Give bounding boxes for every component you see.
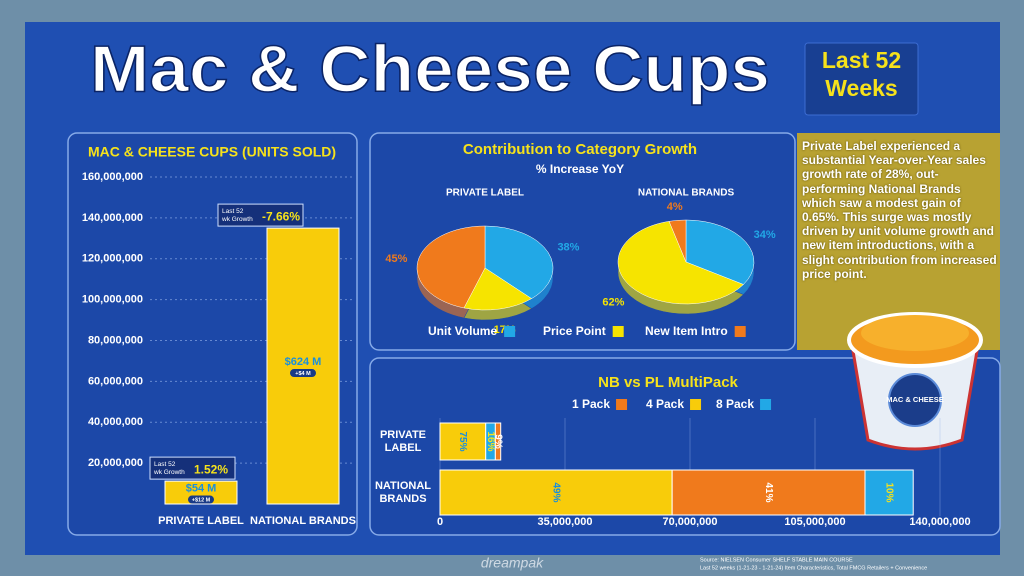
pie-value-label: 38%	[557, 241, 579, 253]
y-tick-label: 100,000,000	[82, 294, 143, 306]
growth-callout	[217, 203, 304, 227]
growth-callout	[149, 456, 236, 480]
pie-name: PRIVATE LABEL	[446, 188, 524, 199]
product-cup: MAC & CHEESE	[847, 312, 983, 451]
legend-label: 8 Pack	[716, 397, 754, 411]
summary: Private Label experienced a substantial …	[802, 139, 997, 281]
chart-subtitle: % Increase YoY	[536, 162, 624, 176]
chart-title: Contribution to Category Growth	[463, 141, 697, 158]
pie-slice	[484, 225, 554, 299]
legend-label: New Item Intro	[645, 324, 728, 338]
legend-swatch	[734, 326, 746, 337]
badge: Last 52 Weeks	[821, 47, 902, 101]
x-tick-label: 70,000,000	[662, 516, 717, 528]
y-tick-label: 140,000,000	[82, 212, 143, 224]
logo: dreampak	[481, 555, 544, 571]
growth-callout-label: wk Growth	[153, 469, 185, 476]
sales-change: +$12 M	[192, 498, 211, 504]
growth-callout-label: Last 52	[222, 208, 244, 215]
share-label: 41%	[763, 482, 774, 502]
pie-value-label: 62%	[602, 296, 624, 308]
sales-change: +$4 M	[295, 371, 311, 377]
legend-label: Price Point	[543, 324, 606, 338]
legend-swatch	[616, 399, 628, 410]
page-title: Mac & Cheese Cups	[90, 31, 770, 105]
sales-change-pill	[188, 495, 214, 504]
chart-title: NB vs PL MultiPack	[598, 374, 738, 391]
x-tick-label: 140,000,000	[909, 516, 970, 528]
bar-segment	[439, 422, 487, 461]
growth-value: 1.52%	[194, 462, 228, 476]
share-label: 9%	[492, 434, 503, 449]
macaroni	[861, 315, 969, 351]
x-tick-label: 105,000,000	[784, 516, 845, 528]
legend-label: 1 Pack	[572, 397, 610, 411]
y-tick-label: 160,000,000	[82, 171, 143, 183]
share-label: 16%	[485, 431, 496, 451]
bar-segment	[864, 469, 914, 516]
legend-label: 4 Pack	[646, 397, 684, 411]
sales-label: $54 M	[186, 482, 217, 494]
growth-value: -7.66%	[262, 209, 300, 223]
x-tick-label: NATIONAL BRANDS	[250, 515, 356, 527]
pie-slice	[416, 225, 486, 309]
legend-label: Unit Volume	[428, 324, 497, 338]
bar-segment	[494, 422, 502, 461]
share-label: 49%	[550, 482, 561, 502]
legend-swatch	[760, 399, 772, 410]
y-tick-label: 40,000,000	[88, 416, 143, 428]
y-tick-label: PRIVATE LABEL	[379, 428, 427, 454]
y-tick-label: 120,000,000	[82, 253, 143, 265]
cup-label: MAC & CHEESE	[886, 395, 944, 404]
pie-slice	[617, 221, 744, 305]
pie-value-label: 34%	[754, 229, 776, 241]
source: Source: NIELSEN Consumer SHELF STABLE MA…	[700, 557, 853, 563]
x-tick-label: PRIVATE LABEL	[158, 515, 244, 527]
badge-box	[804, 42, 919, 116]
legend-swatch	[690, 399, 702, 410]
pie-value-label: 45%	[385, 253, 407, 265]
cup-label-circle	[888, 373, 942, 427]
pie-slice	[463, 267, 533, 311]
share-label: 10%	[883, 482, 894, 502]
y-tick-label: 20,000,000	[88, 457, 143, 469]
x-tick-label: 0	[437, 516, 443, 528]
share-label: 75%	[457, 431, 468, 451]
growth-callout-label: wk Growth	[221, 216, 253, 223]
pie-value-label: 4%	[667, 201, 683, 213]
pie-slice	[685, 219, 755, 285]
bar	[164, 480, 238, 505]
sales-label: $624 M	[285, 356, 322, 368]
pie-slice	[668, 219, 687, 263]
source: Last 52 weeks (1-21-23 - 1-21-24) Item C…	[700, 565, 927, 571]
legend-swatch	[612, 326, 624, 337]
y-tick-label: 80,000,000	[88, 334, 143, 346]
pie-name: NATIONAL BRANDS	[638, 188, 735, 199]
y-tick-label: 60,000,000	[88, 375, 143, 387]
y-tick-label: NATIONAL BRANDS	[374, 479, 431, 505]
chart-title: MAC & CHEESE CUPS (UNITS SOLD)	[88, 144, 336, 160]
sales-change-pill	[290, 369, 316, 378]
bar	[266, 227, 340, 505]
x-tick-label: 35,000,000	[537, 516, 592, 528]
legend-swatch	[504, 326, 516, 337]
growth-callout-label: Last 52	[154, 461, 176, 468]
